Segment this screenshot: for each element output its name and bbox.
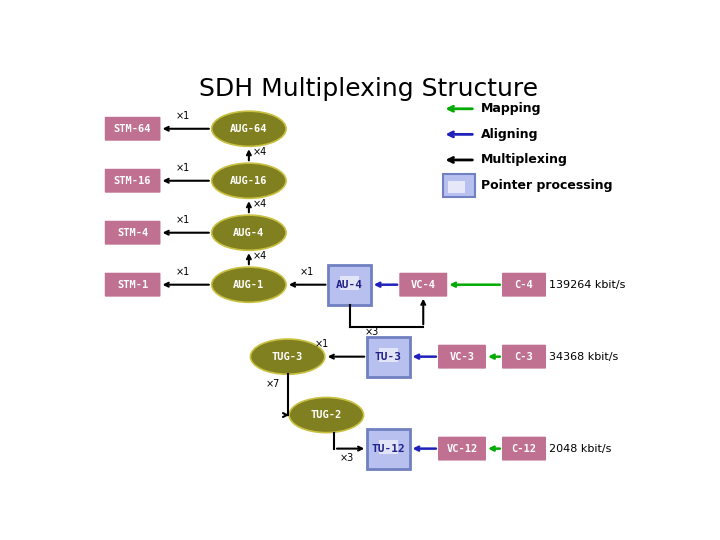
- Text: Aligning: Aligning: [482, 128, 539, 141]
- Text: ×4: ×4: [253, 147, 267, 157]
- FancyBboxPatch shape: [104, 168, 161, 193]
- FancyBboxPatch shape: [437, 436, 487, 461]
- Text: AUG-4: AUG-4: [233, 228, 264, 238]
- FancyBboxPatch shape: [367, 336, 410, 377]
- Text: 2048 kbit/s: 2048 kbit/s: [549, 444, 611, 454]
- Text: ×7: ×7: [266, 379, 280, 389]
- Text: Mapping: Mapping: [482, 102, 542, 115]
- FancyBboxPatch shape: [340, 276, 359, 291]
- Text: TUG-3: TUG-3: [272, 352, 303, 362]
- Text: ×4: ×4: [253, 251, 267, 261]
- FancyBboxPatch shape: [437, 344, 487, 369]
- Text: TU-3: TU-3: [375, 352, 402, 362]
- Text: TU-12: TU-12: [372, 444, 405, 454]
- FancyBboxPatch shape: [501, 272, 547, 298]
- Text: C-3: C-3: [515, 352, 534, 362]
- Text: Pointer processing: Pointer processing: [482, 179, 613, 192]
- FancyBboxPatch shape: [104, 220, 161, 246]
- Text: AUG-1: AUG-1: [233, 280, 264, 289]
- Text: C-12: C-12: [511, 444, 536, 454]
- Text: AUG-64: AUG-64: [230, 124, 268, 134]
- Ellipse shape: [251, 339, 325, 374]
- Text: STM-4: STM-4: [117, 228, 148, 238]
- Text: ×3: ×3: [340, 454, 354, 463]
- Text: TUG-2: TUG-2: [311, 410, 342, 420]
- Text: ×1: ×1: [300, 267, 313, 277]
- Text: VC-3: VC-3: [449, 352, 474, 362]
- FancyBboxPatch shape: [104, 116, 161, 141]
- Ellipse shape: [289, 397, 364, 433]
- Text: ×1: ×1: [175, 163, 189, 173]
- Text: SDH Multiplexing Structure: SDH Multiplexing Structure: [199, 77, 539, 101]
- Ellipse shape: [212, 215, 286, 251]
- Ellipse shape: [212, 163, 286, 198]
- FancyBboxPatch shape: [379, 348, 398, 362]
- FancyBboxPatch shape: [367, 429, 410, 469]
- FancyBboxPatch shape: [398, 272, 448, 298]
- FancyBboxPatch shape: [443, 174, 475, 197]
- Text: ×4: ×4: [253, 199, 267, 209]
- Text: STM-1: STM-1: [117, 280, 148, 289]
- Text: ×1: ×1: [175, 267, 189, 277]
- Text: C-4: C-4: [515, 280, 534, 289]
- Text: VC-4: VC-4: [410, 280, 436, 289]
- Text: STM-64: STM-64: [114, 124, 151, 134]
- Text: VC-12: VC-12: [446, 444, 477, 454]
- Text: ×3: ×3: [365, 327, 379, 337]
- Ellipse shape: [212, 111, 286, 146]
- Text: 34368 kbit/s: 34368 kbit/s: [549, 352, 618, 362]
- Ellipse shape: [212, 267, 286, 302]
- Text: STM-16: STM-16: [114, 176, 151, 186]
- FancyBboxPatch shape: [379, 440, 398, 454]
- FancyBboxPatch shape: [501, 344, 547, 369]
- Text: AUG-16: AUG-16: [230, 176, 268, 186]
- Text: Multiplexing: Multiplexing: [482, 153, 568, 166]
- Text: AU-4: AU-4: [336, 280, 363, 289]
- FancyBboxPatch shape: [104, 272, 161, 298]
- FancyBboxPatch shape: [448, 181, 465, 193]
- Text: ×1: ×1: [175, 215, 189, 225]
- FancyBboxPatch shape: [501, 436, 547, 461]
- Text: 139264 kbit/s: 139264 kbit/s: [549, 280, 625, 289]
- Text: ×1: ×1: [315, 339, 329, 349]
- FancyBboxPatch shape: [328, 265, 371, 305]
- Text: ×1: ×1: [175, 111, 189, 121]
